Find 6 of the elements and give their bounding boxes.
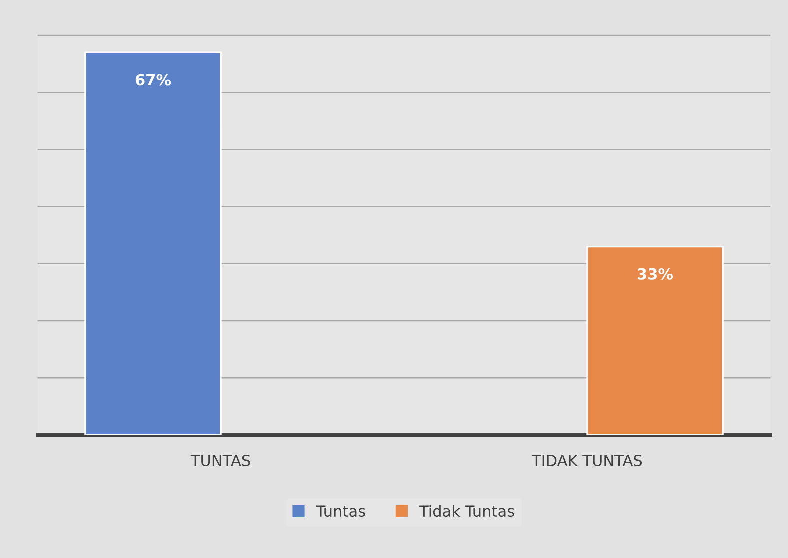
x-tick-label: TIDAK TUNTAS [532,454,642,467]
data-label: 67% [136,74,172,86]
legend-label: Tidak Tuntas [419,505,514,518]
x-tick-label: TUNTAS [190,454,250,467]
legend-label: Tuntas [316,506,366,518]
data-label: 33% [638,268,674,280]
